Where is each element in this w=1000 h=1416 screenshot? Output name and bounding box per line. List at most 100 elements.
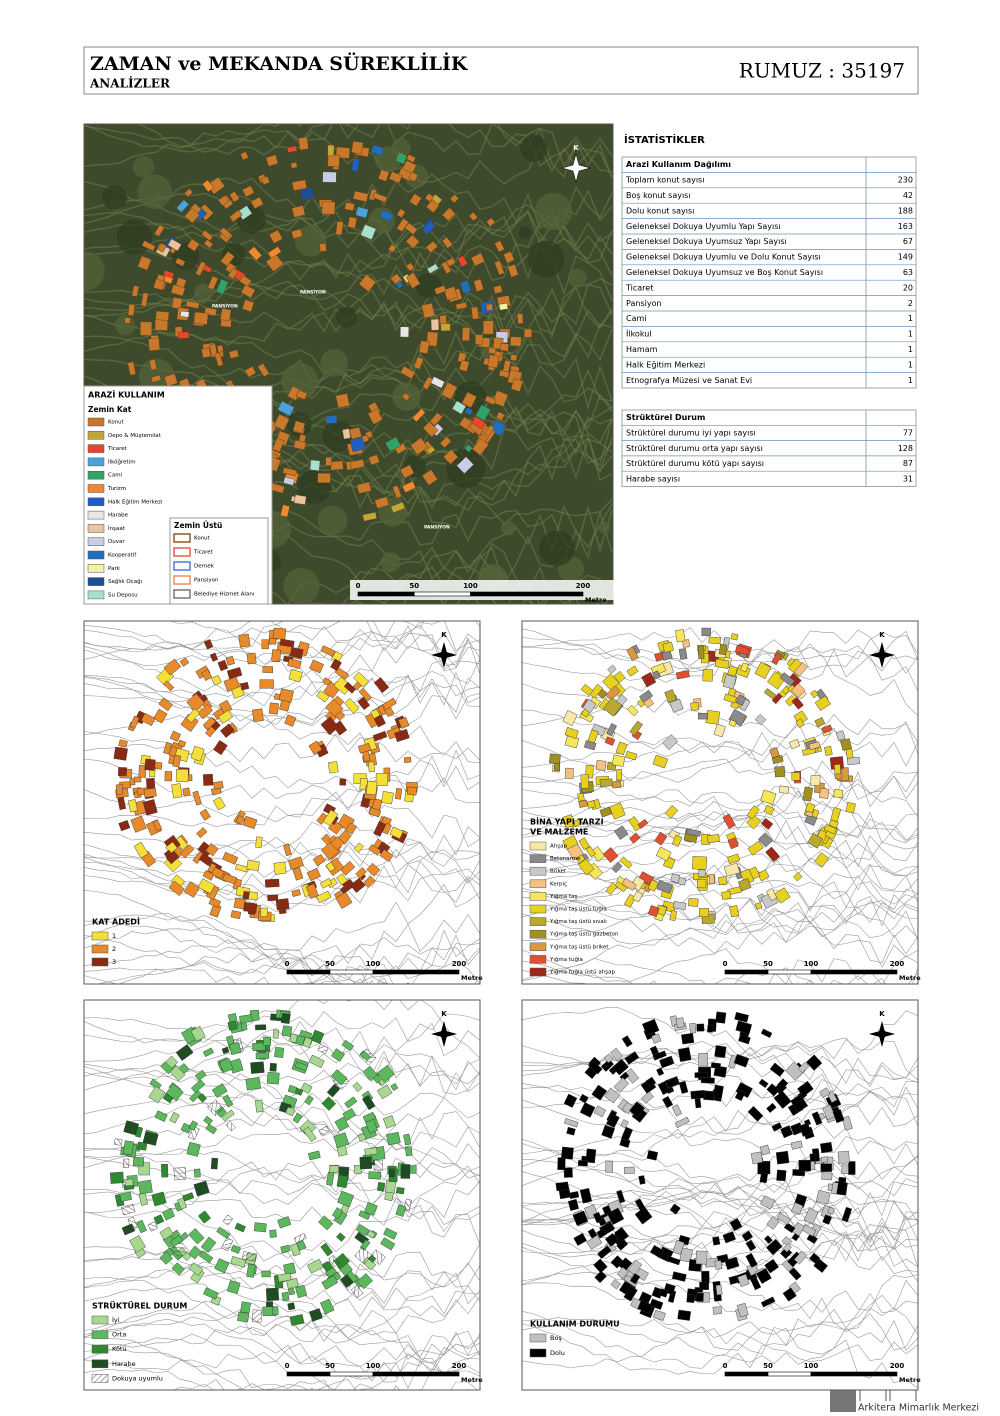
contour [84, 1180, 480, 1259]
building [127, 361, 137, 376]
building [664, 804, 679, 819]
building [422, 220, 436, 235]
tree [322, 420, 354, 452]
building [637, 1299, 654, 1314]
table-cell: Toplam konut sayısı [625, 176, 704, 185]
contour [84, 1161, 480, 1245]
building [759, 1172, 769, 1184]
building [575, 854, 586, 864]
legend-section: Zemin Kat [88, 405, 132, 414]
building [488, 347, 497, 354]
building [572, 1210, 589, 1226]
building [721, 890, 732, 900]
building [152, 819, 162, 832]
building [802, 786, 814, 802]
building [609, 802, 626, 820]
building [321, 201, 336, 215]
building [802, 747, 817, 756]
building [776, 1212, 791, 1225]
building [380, 1237, 396, 1251]
building [220, 308, 232, 322]
building [272, 1306, 279, 1316]
building [129, 1235, 146, 1253]
building [186, 693, 206, 712]
building [584, 740, 597, 751]
building [712, 1306, 723, 1315]
building [203, 1287, 219, 1300]
contour [522, 1318, 918, 1362]
contour [84, 129, 613, 185]
building [805, 1054, 823, 1071]
building [421, 302, 435, 319]
scale-label: 0 [285, 1362, 290, 1370]
building [354, 1246, 373, 1265]
scale-label: 50 [325, 1362, 335, 1370]
building [773, 1090, 792, 1109]
building [623, 1166, 635, 1174]
legend-swatch [91, 957, 109, 967]
contour [522, 736, 918, 793]
building [586, 800, 596, 809]
building [669, 1203, 681, 1215]
building [246, 1263, 256, 1278]
building [585, 846, 596, 858]
building [292, 1112, 303, 1124]
legend-label: Cami [108, 473, 123, 479]
map-frame [521, 620, 919, 985]
building [783, 1222, 796, 1234]
building [634, 1206, 653, 1225]
contour [522, 935, 918, 984]
building [610, 1047, 624, 1062]
building [819, 787, 830, 799]
scale-segment [372, 1371, 460, 1377]
legend-swatch [91, 1359, 109, 1369]
building [422, 376, 434, 391]
building [346, 1270, 359, 1283]
legend-swatch [87, 457, 105, 467]
contour [84, 826, 480, 862]
building [793, 662, 809, 677]
contour [84, 1256, 480, 1305]
table-header: Strüktürel Durum [626, 413, 705, 422]
legend-label: Betonarme [550, 856, 581, 862]
building [675, 1017, 685, 1029]
building [321, 1275, 339, 1290]
building [133, 776, 142, 783]
map [522, 1000, 918, 1390]
contour [84, 1312, 480, 1380]
building [362, 1094, 376, 1111]
building [659, 1056, 674, 1069]
building [708, 874, 715, 885]
table-cell: 31 [903, 474, 913, 483]
building [300, 187, 315, 201]
map-frame [83, 620, 481, 985]
building [790, 682, 806, 698]
building [714, 658, 730, 669]
building [186, 238, 200, 252]
building [669, 910, 678, 922]
legend-swatch [87, 417, 105, 427]
building [548, 753, 561, 765]
tree [84, 251, 105, 291]
building [722, 674, 737, 690]
building [140, 292, 149, 307]
legend-swatch [91, 944, 109, 954]
building [135, 1126, 143, 1138]
building [662, 641, 674, 653]
building [382, 822, 392, 835]
north-arrow [429, 640, 459, 670]
building [109, 1171, 124, 1184]
contour [84, 641, 480, 693]
legend-label: Boş [550, 1334, 562, 1342]
legend-label: Kooperatif [108, 553, 137, 559]
building [737, 1273, 750, 1287]
building [702, 669, 713, 682]
building [118, 739, 128, 748]
building [579, 1093, 589, 1104]
building [287, 1084, 298, 1094]
building [621, 877, 637, 891]
building [285, 1106, 296, 1117]
building [795, 718, 805, 728]
legend-swatch [87, 550, 105, 560]
